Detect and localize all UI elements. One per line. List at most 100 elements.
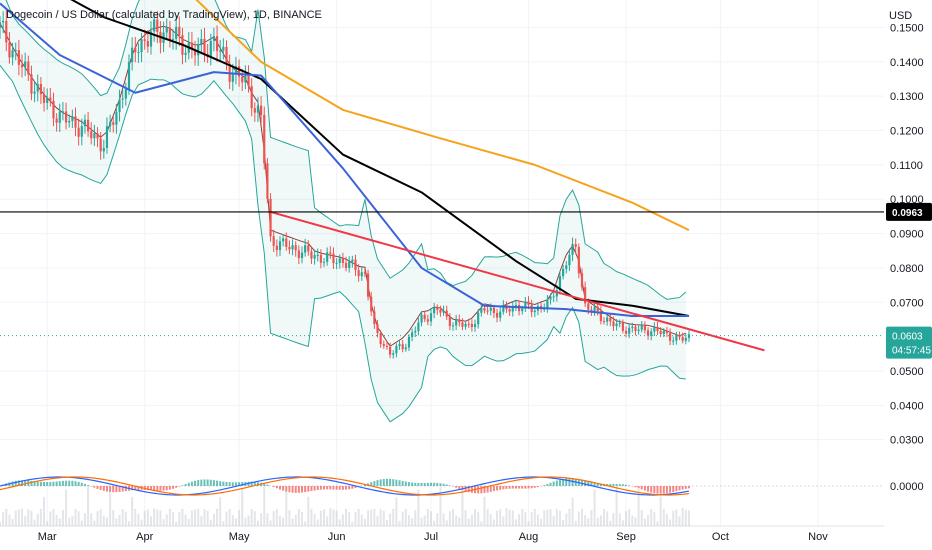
macd-hist-bar — [524, 486, 527, 489]
candle-body — [335, 262, 338, 264]
macd-hist-bar — [80, 482, 83, 486]
candle-body — [584, 287, 587, 304]
volume-bar — [65, 489, 68, 526]
candle-body — [480, 308, 483, 313]
candle-body — [514, 305, 518, 307]
volume-bar — [618, 513, 621, 526]
candle-body — [149, 31, 153, 47]
candle-body — [124, 89, 127, 99]
candle-body — [341, 258, 345, 263]
volume-bar — [197, 508, 200, 526]
candle-body — [338, 258, 341, 263]
candle-body — [294, 245, 297, 251]
resistance-line[interactable]: 0.0963 0.0603 04:57:45 — [0, 202, 932, 359]
volume-bar — [209, 519, 212, 526]
macd-hist-bar — [536, 486, 539, 488]
volume-bar — [606, 511, 609, 526]
candle-body — [134, 47, 137, 53]
macd-hist-bar — [137, 486, 140, 490]
volume-bar — [414, 510, 417, 526]
candle-body — [269, 198, 272, 237]
volume-bar — [150, 516, 153, 526]
candle-body — [429, 313, 433, 322]
volume-bar — [543, 510, 546, 526]
time-tick-label: Mar — [38, 531, 57, 543]
volume-bar — [260, 513, 263, 526]
macd-hist-bar — [643, 486, 646, 491]
candle-body — [684, 337, 687, 341]
time-tick-label: Aug — [519, 531, 539, 543]
candle-body — [681, 336, 684, 341]
candle-body — [168, 27, 171, 41]
candle-body — [178, 26, 181, 36]
macd-hist-bar — [672, 486, 675, 493]
candle-body — [351, 259, 354, 262]
macd-hist-bar — [219, 481, 222, 486]
macd-hist-bar — [518, 486, 521, 489]
candle-body — [256, 105, 260, 113]
volume-bar — [392, 508, 395, 526]
volume-bar — [282, 517, 285, 526]
price-tick-label: 0.0300 — [890, 435, 924, 447]
time-axis[interactable]: Mar Apr May Jun Jul Aug Sep Oct Nov — [38, 531, 829, 543]
volume-bar — [496, 510, 499, 526]
candle-body — [436, 307, 439, 310]
volume-bar — [565, 513, 568, 526]
candle-body — [17, 50, 20, 65]
hline-price-badge — [886, 202, 932, 221]
candle-body — [42, 94, 46, 103]
candle-body — [533, 310, 536, 313]
volume-bar — [653, 511, 656, 526]
candle-body — [39, 84, 42, 95]
macd-hist-bar — [436, 482, 439, 486]
volume-bar — [80, 520, 83, 526]
macd-hist-bar — [102, 486, 105, 491]
candle-body — [483, 308, 486, 311]
candle-body — [80, 126, 83, 137]
macd-hist-bar — [194, 480, 197, 486]
macd-hist-bar — [480, 486, 483, 494]
candle-body — [105, 126, 109, 148]
volume-bar — [17, 509, 20, 526]
macd-hist-bar — [74, 481, 77, 486]
candle-body — [388, 346, 392, 355]
candle-body — [587, 303, 590, 310]
candle-body — [115, 112, 118, 125]
macd-hist-bar — [634, 486, 637, 488]
bollinger-upper — [5, 0, 687, 300]
candle-body — [552, 296, 555, 298]
volume-bar — [398, 521, 401, 526]
macd-hist-bar — [505, 486, 508, 489]
volume-bar — [489, 513, 492, 526]
macd-hist-bar — [87, 485, 90, 486]
candle-body — [156, 19, 159, 32]
macd-hist-bar — [319, 486, 322, 490]
macd-hist-bar — [647, 486, 650, 492]
candle-body — [99, 138, 102, 152]
price-axis[interactable]: 0.1500 0.1400 0.1300 0.1200 0.1100 0.1000 0.09… — [890, 22, 924, 493]
volume-bar — [524, 512, 527, 526]
candle-body — [599, 311, 602, 322]
macd-hist-bar — [477, 486, 480, 494]
candle-body — [344, 262, 348, 268]
macd-hist-bar — [599, 483, 602, 486]
candle-body — [49, 97, 52, 101]
candle-body — [272, 236, 275, 246]
candle-body — [646, 330, 650, 336]
volume-bar — [684, 509, 687, 526]
macd-hist-bar — [184, 484, 187, 486]
volume-bar — [137, 513, 140, 526]
macd-hist-bar — [653, 486, 656, 494]
candle-body — [322, 261, 326, 263]
price-tick-label: 0.0400 — [890, 400, 924, 412]
macd-hist-bar — [442, 483, 445, 486]
time-tick-label: Oct — [712, 531, 729, 543]
volume-bar — [675, 509, 678, 526]
volume-bar — [326, 516, 329, 526]
candle-body — [618, 322, 621, 324]
volume-bar — [99, 509, 102, 526]
volume-bar — [291, 518, 294, 526]
candle-body — [549, 296, 552, 300]
macd-hist-bar — [609, 483, 612, 486]
